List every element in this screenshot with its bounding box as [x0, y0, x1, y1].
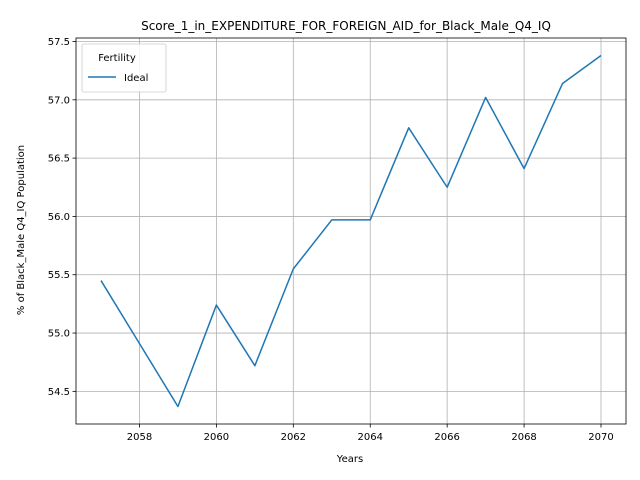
x-tick-label: 2062 [281, 432, 306, 443]
x-axis-ticks: 2058 2060 2062 2064 2066 2068 2070 [127, 424, 614, 443]
y-tick-label: 57.0 [48, 95, 70, 106]
y-tick-label: 55.0 [48, 329, 70, 340]
y-axis-label: % of Black_Male Q4_IQ Population [16, 145, 27, 315]
legend: Fertility Ideal [81, 43, 167, 93]
y-tick-label: 57.5 [48, 37, 70, 48]
grid [76, 38, 626, 424]
x-tick-label: 2068 [511, 432, 536, 443]
plot-frame [75, 37, 627, 425]
legend-box [81, 43, 167, 93]
legend-title: Fertility [98, 53, 136, 64]
y-axis-ticks: 54.5 55.0 55.5 56.0 56.5 57.0 57.5 [48, 37, 76, 398]
y-tick-label: 56.5 [48, 154, 70, 165]
legend-entry-ideal: Ideal [124, 73, 148, 84]
x-tick-label: 2058 [127, 432, 152, 443]
series-layer [100, 54, 602, 408]
x-tick-label: 2060 [204, 432, 229, 443]
x-tick-label: 2064 [358, 432, 383, 443]
chart-title: Score_1_in_EXPENDITURE_FOR_FOREIGN_AID_f… [141, 19, 551, 33]
x-tick-label: 2070 [588, 432, 613, 443]
y-tick-label: 56.0 [48, 212, 70, 223]
series-line-ideal [100, 54, 602, 408]
x-axis-label: Years [336, 454, 363, 465]
y-tick-label: 54.5 [48, 387, 70, 398]
x-tick-label: 2066 [434, 432, 459, 443]
y-tick-label: 55.5 [48, 270, 70, 281]
